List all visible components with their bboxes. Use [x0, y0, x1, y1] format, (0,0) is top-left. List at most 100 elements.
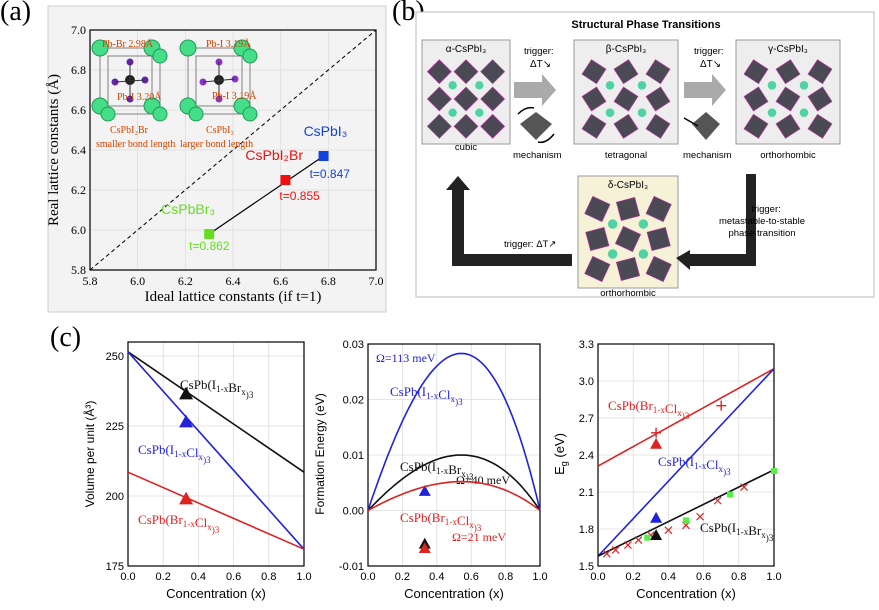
- panel-c3-bandgap-chart: 0.0 0.2 0.4 0.6 0.8 1.0 1.5 1.8 2.1 2.4 2.7 3.0 3.3 C…: [552, 339, 782, 601]
- xtick-label: 0.6: [226, 571, 241, 583]
- octahedron: [645, 255, 672, 283]
- series-line: [597, 367, 775, 467]
- xtick-label: 5.8: [83, 274, 98, 288]
- xtick-label: 0.6: [696, 571, 711, 583]
- arrow-delta-alpha: [446, 176, 572, 266]
- series-label: CsPb(I1-xBrx)3: [400, 459, 474, 482]
- ytick-label: 6.2: [71, 183, 86, 197]
- panel-b-title: Structural Phase Transitions: [571, 19, 720, 31]
- octahedron: [645, 195, 672, 223]
- ytick-label: 2.1: [579, 487, 594, 499]
- x-axis-label: Concentration (x): [404, 586, 504, 601]
- triangle-marker: [179, 491, 194, 505]
- triangle-marker: [650, 437, 663, 449]
- cs-atom: [605, 81, 615, 90]
- cross-marker: [634, 536, 643, 545]
- triangle-marker: [650, 511, 663, 523]
- trigger2-value: ΔT↘: [700, 59, 721, 70]
- octahedron: [581, 113, 607, 139]
- octahedron: [807, 113, 833, 139]
- series-curve: [367, 454, 541, 512]
- trigger4-label: trigger: ΔT↗: [504, 239, 556, 250]
- xtick-label: 6.4: [226, 274, 241, 288]
- arrow-gamma-delta: [676, 174, 756, 270]
- omega-label: Ω=21 meV: [452, 530, 506, 544]
- triangle-marker: [650, 529, 663, 540]
- octahedron: [615, 256, 641, 282]
- octahedron: [585, 226, 610, 252]
- cross-marker: [611, 546, 620, 554]
- phase-name: δ-CsPbI₃: [608, 180, 648, 191]
- xtick-label: 6.8: [321, 274, 336, 288]
- xtick-label: 0.4: [191, 571, 206, 583]
- mechanism2-label: mechanism: [683, 150, 732, 161]
- panel-c1-volume-chart: 0.0 0.2 0.4 0.6 0.8 1.0 175 200 225 250 Concentrat…: [82, 341, 312, 601]
- plus-marker: [651, 427, 662, 438]
- square-marker: [727, 491, 733, 498]
- square-marker: [683, 517, 689, 524]
- triangle-marker: [418, 542, 431, 554]
- series-label: CsPb(Br1-xClx)3: [138, 512, 220, 535]
- inset-right-note: larger bond length: [180, 139, 253, 150]
- data-point: [318, 151, 329, 161]
- xtick-label: 6.0: [130, 274, 145, 288]
- phase-name: β-CsPbI₃: [606, 44, 646, 55]
- series-label: CsPb(I1-xBrx)3: [700, 520, 774, 543]
- series-line: [597, 469, 775, 557]
- octahedron: [426, 113, 452, 139]
- ytick-label: 0.03: [343, 339, 364, 351]
- xtick-label: 0.8: [498, 571, 513, 583]
- tolerance-label: t=0.847: [310, 167, 351, 181]
- ytick-label: 250: [106, 351, 124, 363]
- trigger3-line3: phase transition: [728, 228, 795, 239]
- series-label: CsPb(I1-xBrx)3: [180, 377, 254, 400]
- octahedron: [615, 196, 641, 222]
- ytick-label: 1.8: [579, 524, 594, 536]
- data-point: [204, 229, 215, 239]
- series-label: CsPb(Br1-xClx)3: [400, 510, 482, 533]
- phase-box: β-CsPbI₃ tetragonal: [573, 39, 679, 161]
- xtick-label: 0.0: [360, 571, 375, 583]
- octahedron: [581, 86, 607, 112]
- xtick-label: 1.0: [766, 571, 781, 583]
- arrow-beta-gamma: [684, 74, 726, 106]
- octahedron: [584, 195, 611, 223]
- data-point: [280, 175, 291, 185]
- octahedron: [584, 255, 611, 283]
- xtick-label: 0.4: [429, 571, 444, 583]
- series-curve: [367, 480, 541, 512]
- octahedron: [581, 59, 607, 85]
- series-line: [127, 471, 305, 550]
- panel-label-a: (a): [0, 0, 32, 27]
- inset-left-note: smaller bond length: [96, 139, 175, 150]
- plot-frame: [597, 343, 775, 567]
- octahedron: [426, 86, 452, 112]
- octahedron: [646, 226, 671, 252]
- phase-caption: orthorhombic: [600, 288, 656, 299]
- panel-a-chart: 5.8 6.0 6.2 6.4 6.6 6.8 7.0 5.8 6.0 6.2 6.4 6.6 6.8 7…: [46, 5, 387, 313]
- series-line: [127, 351, 305, 473]
- inset-left-bond1: Pb-Br 2.98Å: [102, 38, 154, 50]
- panel-a-xlabel: Ideal lattice constants (if t=1): [145, 289, 322, 305]
- ytick-label: 0.00: [343, 506, 364, 518]
- mechanism1-label: mechanism: [513, 150, 562, 161]
- octahedron: [807, 59, 833, 85]
- octahedron: [613, 113, 639, 139]
- inset-left-formula: CsPbI₂Br: [110, 125, 149, 136]
- x-axis-label: Concentration (x): [636, 586, 736, 601]
- cross-marker: [740, 483, 749, 491]
- series-label: CsPbI₂Br: [245, 147, 303, 163]
- cs-atom: [638, 249, 649, 259]
- octahedron: [775, 59, 801, 85]
- inset-cspbi2br: Pb-Br 2.98Å Pb-I 3.20Å CsPbI₂Br smaller …: [91, 38, 175, 150]
- triangle-marker: [418, 485, 431, 496]
- trigger3-label: trigger:: [751, 204, 781, 215]
- series-label: CsPb(I1-xClx)3: [658, 454, 731, 477]
- arrow-alpha-beta: [514, 74, 556, 106]
- octahedron: [426, 59, 452, 85]
- ytick-label: 6.0: [71, 223, 86, 237]
- ytick-label: 175: [106, 561, 124, 573]
- cross-marker: [713, 496, 722, 505]
- phase-caption: cubic: [455, 142, 477, 153]
- x-axis-label: Concentration (x): [166, 586, 266, 601]
